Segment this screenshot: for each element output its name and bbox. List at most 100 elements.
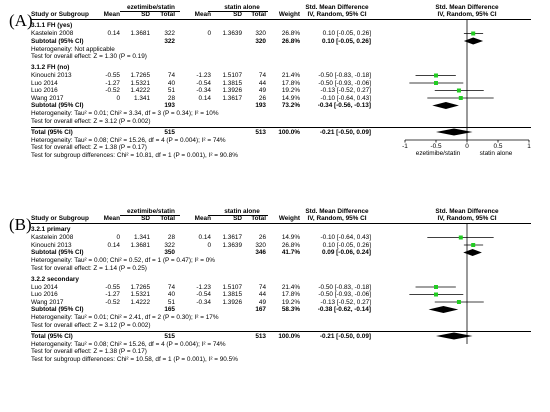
subgroup-title: 3.1.1 FH (yes): [31, 22, 73, 29]
total-heterogeneity-text: Heterogeneity: Tau² = 0.08; Chi² = 15.26…: [31, 136, 226, 144]
study-cell-sd2: 1.3639: [222, 241, 242, 249]
axis-left-label: ezetimibe/statin: [415, 150, 461, 157]
study-cell-sd1: 1.341: [134, 94, 150, 102]
subtotal-ci: -0.38 [-0.62, -0.14]: [317, 306, 371, 313]
study-cell-weight: 14.9%: [281, 234, 300, 241]
study-marker: [434, 285, 438, 289]
study-marker: [458, 235, 463, 240]
effect-plot-subheader: IV, Random, 95% CI: [437, 215, 497, 222]
total-weight: 100.0%: [278, 332, 300, 340]
effect-plot-subheader: IV, Random, 95% CI: [437, 11, 497, 18]
study-cell-sd1: 1.341: [134, 234, 150, 241]
column-header: Study or Subgroup: [31, 215, 89, 222]
column-header: Mean: [103, 11, 120, 18]
total-ci: -0.21 [-0.50, 0.09]: [319, 332, 371, 340]
study-cell-m1: -1.27: [105, 291, 120, 298]
study-cell-name: Wang 2017: [31, 94, 64, 102]
column-header: Total: [160, 11, 175, 18]
total-diamond: [436, 332, 473, 340]
subtotal-ci: 0.09 [-0.06, 0.24]: [321, 249, 371, 256]
subtotal-weight: 73.2%: [281, 102, 300, 109]
total-effect-text: Test for overall effect: Z = 1.38 (P = 0…: [31, 144, 147, 151]
subtotal-diamond: [463, 37, 484, 45]
column-header: Study or Subgroup: [31, 11, 89, 18]
study-cell-sd2: 1.3926: [222, 298, 242, 306]
overall-effect-text: Test for overall effect: Z = 3.12 (P = 0…: [31, 117, 151, 125]
study-marker: [471, 31, 476, 36]
study-cell-m2: -0.54: [196, 79, 211, 87]
study-cell-sd1: 1.3681: [130, 241, 150, 249]
total-diamond: [436, 128, 473, 136]
study-cell-n2: 44: [258, 79, 266, 87]
column-header: SD: [233, 215, 242, 222]
subtotal-n1: 193: [164, 102, 175, 109]
column-header: SD: [233, 11, 242, 18]
study-marker: [456, 88, 461, 93]
total-rule: [31, 330, 531, 332]
total-n2: 513: [255, 128, 266, 136]
group1-rule: [120, 11, 180, 12]
total-heterogeneity-text: Heterogeneity: Tau² = 0.08; Chi² = 15.26…: [31, 340, 226, 348]
study-cell-weight: 26.8%: [281, 241, 300, 249]
study-cell-name: Kastelein 2008: [31, 234, 74, 241]
subtotal-label: Subtotal (95% CI): [31, 102, 84, 109]
study-cell-sd2: 1.5107: [222, 283, 242, 291]
group1-rule: [120, 215, 180, 216]
column-header: Mean: [103, 215, 120, 222]
heterogeneity-text: Heterogeneity: Tau² = 0.01; Chi² = 3.34,…: [31, 110, 219, 117]
subtotal-label: Subtotal (95% CI): [31, 37, 84, 45]
subtotal-ci: -0.34 [-0.56, -0.13]: [317, 102, 371, 109]
subtotal-weight: 58.3%: [281, 306, 300, 313]
effect-subheader: IV, Random, 95% CI: [307, 215, 367, 222]
study-cell-m2: 0.14: [198, 94, 211, 102]
study-cell-ci: -0.50 [-0.93, -0.06]: [318, 79, 371, 87]
study-cell-n2: 320: [255, 30, 266, 37]
effect-plot-header: Std. Mean Difference: [435, 4, 499, 11]
study-cell-n1: 28: [167, 94, 175, 102]
study-cell-ci: 0.10 [-0.05, 0.26]: [322, 30, 371, 37]
study-cell-m2: -1.23: [196, 72, 211, 79]
study-cell-n2: 74: [258, 72, 266, 79]
overall-effect-text: Test for overall effect: Z = 3.12 (P = 0…: [31, 321, 151, 329]
total-label: Total (95% CI): [31, 128, 73, 136]
study-cell-name: Kinouchi 2013: [31, 72, 72, 79]
total-n2: 513: [255, 332, 266, 340]
study-cell-n1: 322: [164, 241, 175, 249]
overall-effect-text: Test for overall effect: Z = 1.14 (P = 0…: [31, 264, 147, 272]
x-tick-label: -0.5: [430, 143, 442, 150]
study-cell-ci: -0.13 [-0.52, 0.27]: [320, 298, 371, 306]
study-cell-m1: 0.14: [107, 30, 120, 37]
column-header: SD: [141, 11, 150, 18]
group2-rule: [208, 11, 268, 12]
study-cell-m1: 0.14: [107, 241, 120, 249]
total-weight: 100.0%: [278, 128, 300, 136]
study-cell-m2: -0.34: [196, 87, 211, 94]
axis-right-label: statin alone: [479, 150, 513, 157]
study-cell-m2: -0.34: [196, 298, 211, 306]
study-cell-sd2: 1.5107: [222, 72, 242, 79]
study-cell-sd2: 1.3815: [222, 291, 242, 298]
study-cell-sd1: 1.7265: [130, 72, 150, 79]
study-cell-name: Kinouchi 2013: [31, 241, 72, 249]
effect-header: Std. Mean Difference: [305, 4, 369, 11]
study-cell-sd1: 1.5321: [130, 291, 150, 298]
total-n1: 515: [164, 332, 175, 340]
study-cell-sd1: 1.4222: [130, 298, 150, 306]
column-header: Total: [251, 215, 266, 222]
study-cell-ci: -0.50 [-0.93, -0.06]: [318, 291, 371, 298]
heterogeneity-text: Heterogeneity: Not applicable: [31, 45, 115, 53]
study-cell-m1: 0: [116, 94, 120, 102]
study-cell-ci: -0.10 [-0.64, 0.43]: [320, 234, 371, 241]
subtotal-n2: 320: [255, 37, 266, 45]
study-cell-name: Luo 2016: [31, 291, 58, 298]
column-header: Weight: [278, 215, 300, 222]
total-rule: [31, 126, 531, 128]
study-cell-n1: 74: [167, 283, 175, 291]
column-header: Weight: [278, 11, 300, 18]
study-marker: [434, 292, 438, 297]
subgroup-title: 3.1.2 FH (no): [31, 64, 70, 71]
study-cell-ci: 0.10 [-0.05, 0.26]: [322, 241, 371, 249]
total-ci: -0.21 [-0.50, 0.09]: [319, 128, 371, 136]
column-header: Total: [160, 215, 175, 222]
